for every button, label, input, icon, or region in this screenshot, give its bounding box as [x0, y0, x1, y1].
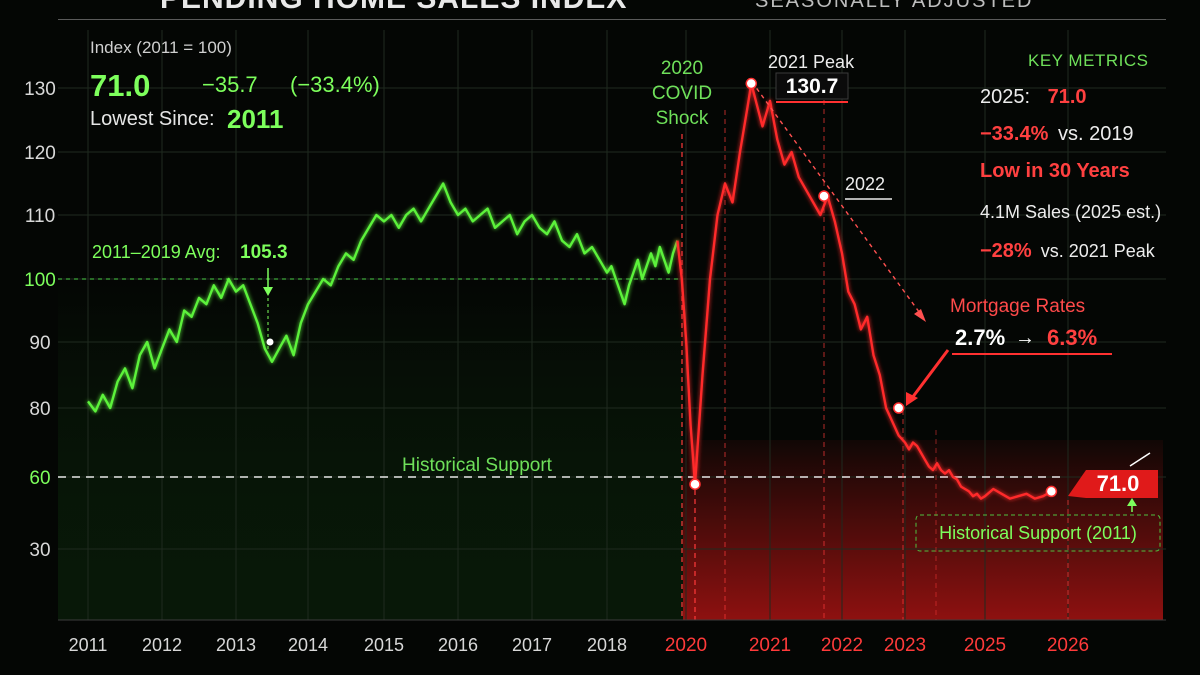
green-series-line: [87, 182, 679, 413]
x-tick-label: 2018: [587, 635, 627, 655]
mortgage-title: Mortgage Rates: [950, 296, 1085, 317]
metric-vs-2019-value: −33.4%: [980, 123, 1049, 145]
index-change-pct: (−33.4%): [290, 72, 380, 97]
metric-2025-value: 71.0: [1047, 86, 1087, 108]
marker-point: [818, 190, 830, 202]
y-tick-label: 130: [24, 79, 56, 100]
marker-point: [1045, 485, 1058, 498]
y-tick-label: 90: [29, 333, 50, 354]
x-tick-label: 2026: [1047, 635, 1089, 656]
green-area-glow: [58, 280, 683, 620]
peak-trend-arrowhead: [914, 309, 926, 322]
metric-low-30-years: Low in 30 Years: [980, 160, 1130, 182]
y-tick-label: 30: [29, 540, 50, 561]
mortgage-arrow: →: [1015, 327, 1035, 349]
chart-title: PENDING HOME SALES INDEX: [160, 0, 627, 16]
metric-2025-label: 2025:: [980, 86, 1031, 108]
current-value: 71.0: [1097, 471, 1140, 496]
x-tick-label: 2017: [512, 635, 552, 655]
support-2011-label: Historical Support (2011): [939, 523, 1137, 543]
key-metrics-title: KEY METRICS: [1028, 51, 1149, 70]
reference-lines: [58, 100, 1069, 620]
y-tick-label: 120: [24, 143, 56, 164]
x-tick-label: 2015: [364, 635, 404, 655]
index-summary-box: Index (2011 = 100) 71.0 −35.7 (−33.4%) L…: [84, 34, 394, 136]
peak-value-box: [775, 72, 849, 100]
peak-value: 130.7: [786, 75, 839, 98]
marker-point: [689, 478, 701, 490]
axes: 30 60 80 90 100 110 120 130 2011 2012 2013 2014 2015…: [24, 79, 1166, 656]
mortgage-to: 6.3%: [1047, 325, 1097, 350]
mortgage-from: 2.7%: [955, 325, 1005, 350]
current-tag-pointer: [1129, 452, 1151, 467]
header-rule: [58, 19, 1166, 20]
marker-point: [892, 402, 905, 414]
avg-label: 2011–2019 Avg:: [92, 242, 220, 262]
x-tick-label: 2016: [438, 635, 478, 655]
y-tick-label: 110: [25, 206, 55, 227]
metric-vs-peak-label: vs. 2021 Peak: [1040, 241, 1155, 261]
x-tick-label: 2014: [288, 635, 328, 655]
avg-marker-point: [266, 338, 274, 346]
y-tick-label: 100: [24, 270, 56, 291]
avg-pointer-head: [263, 287, 273, 296]
peak-label: 2021 Peak: [768, 52, 855, 72]
metric-vs-peak-value: −28%: [980, 240, 1032, 262]
metric-row-2025: 2025: 71.0: [980, 86, 1087, 109]
metric-vs-2019-label: vs. 2019: [1057, 123, 1134, 145]
mortgage-arrowhead: [906, 392, 918, 406]
red-series-line: [676, 82, 1053, 500]
x-tick-label: 2012: [142, 635, 182, 655]
marker-point: [745, 77, 757, 90]
x-tick-label: 2023: [884, 635, 926, 656]
chart-subtitle: SEASONALLY ADJUSTED: [755, 0, 1034, 12]
x-tick-label: 2025: [964, 635, 1006, 656]
label-2022: 2022: [845, 174, 885, 194]
covid-line-1: 2020: [661, 58, 703, 79]
annotations: 2011–2019 Avg: 105.3 Historical Support …: [92, 52, 1161, 552]
current-value-tag: [1068, 470, 1158, 498]
index-value: 71.0: [90, 68, 151, 103]
x-tick-label: 2011: [69, 635, 108, 655]
metric-sales-estimate: 4.1M Sales (2025 est.): [980, 202, 1162, 222]
peak-trend-arrow: [751, 81, 923, 317]
red-area-glow: [683, 440, 1163, 620]
x-tick-label: 2022: [821, 635, 863, 656]
avg-value: 105.3: [240, 242, 288, 263]
series: [87, 82, 1053, 500]
key-metrics-panel: KEY METRICS 2025: 71.0 −33.4% vs. 2019 L…: [970, 44, 1185, 269]
index-change: −35.7: [202, 72, 258, 97]
y-tick-label: 80: [29, 399, 50, 420]
lowest-since-year: 2011: [227, 104, 284, 134]
metric-row-vs-peak: −28% vs. 2021 Peak: [980, 240, 1155, 263]
metric-row-vs-2019: −33.4% vs. 2019: [980, 123, 1134, 146]
y-tick-label: 60: [29, 468, 50, 489]
x-tick-label: 2021: [749, 635, 791, 656]
mortgage-arrow-line: [910, 349, 950, 399]
index-base-label: Index (2011 = 100): [90, 38, 232, 57]
markers: [266, 77, 1058, 498]
lowest-since-label: Lowest Since:: [90, 108, 215, 130]
support-label: Historical Support: [402, 455, 553, 476]
covid-line-3: Shock: [656, 108, 709, 129]
support-2011-arrowhead: [1127, 498, 1137, 506]
x-tick-label: 2013: [216, 635, 256, 655]
support-2011-box: [915, 514, 1161, 552]
covid-line-2: COVID: [652, 83, 712, 104]
x-tick-label: 2020: [665, 635, 707, 656]
